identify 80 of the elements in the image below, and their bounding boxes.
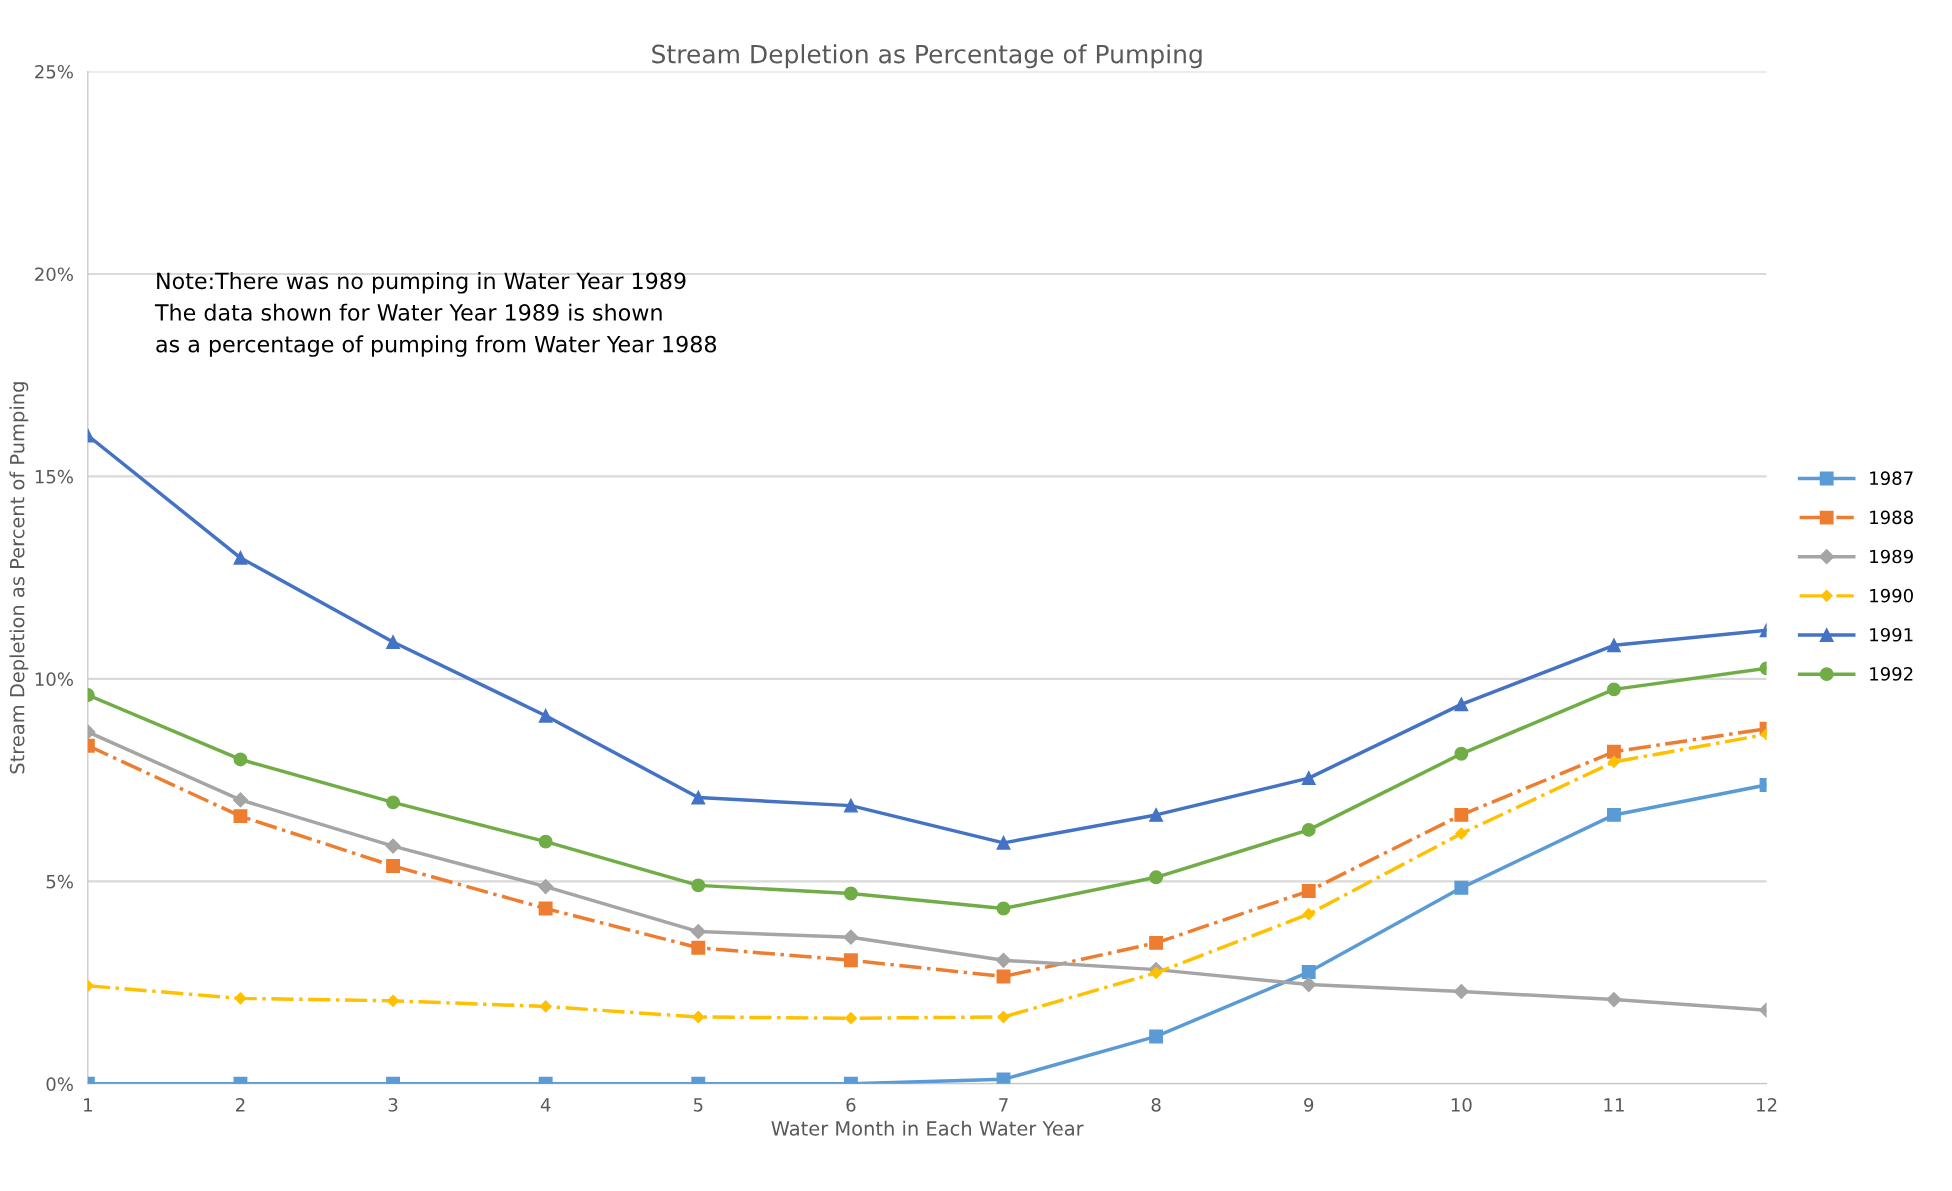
point [996,1072,1011,1084]
point [843,953,858,968]
point [1302,908,1315,921]
point [1606,992,1622,1008]
point [844,1012,857,1025]
point [1606,807,1621,822]
point [538,834,553,849]
point [386,635,401,649]
x-tick-label: 6 [846,1098,856,1112]
point [995,952,1012,968]
point [692,1010,705,1024]
legend-label: 1990 [1870,588,1913,603]
point [1606,638,1621,653]
y-tick-label: 0% [46,1077,73,1091]
point [1606,744,1621,759]
point [997,1010,1010,1024]
point [691,940,706,955]
point [233,809,248,824]
x-tick-label: 9 [1304,1098,1314,1112]
y-tick-label: 5% [46,874,73,889]
annotation: Note:There was no pumping in Water Year 1989 The data shown for Water Year 1989 is shown as a percentage of pumping from Water Year 1988 [154,272,717,357]
legend-label: 1989 [1870,549,1913,564]
legend-label: 1987 [1870,471,1913,486]
point [233,550,248,565]
y-tick-label: 20% [35,267,73,282]
point [386,859,401,873]
x-tick-label: 3 [388,1098,398,1112]
point [386,795,401,810]
point [691,878,706,893]
point [385,838,401,854]
x-tick-label: 7 [999,1098,1008,1112]
x-tick-label: 2 [236,1098,245,1112]
point [1149,935,1164,950]
x-tick-label: 5 [693,1098,703,1112]
point [1454,807,1469,822]
point [1454,880,1469,895]
point [233,752,248,767]
point [538,708,553,723]
point [538,879,554,895]
point [996,901,1011,916]
x-tick-label: 12 [1757,1098,1777,1112]
x-tick-label: 1 [84,1098,92,1112]
legend-label: 1991 [1870,627,1913,642]
point [691,790,706,805]
point [996,835,1011,850]
chart-title: Stream Depletion as Percentage of Pumping [652,44,1202,69]
point [1606,682,1621,697]
point [1149,807,1164,822]
y-tick-label: 10% [35,672,73,686]
point [1454,746,1469,761]
point [1301,977,1317,993]
point [1301,771,1316,786]
point [234,992,247,1005]
x-axis-title: Water Month in Each Water Year [771,1120,1084,1136]
x-tick-label: 4 [540,1098,551,1112]
point [1149,870,1164,885]
point [1149,1029,1164,1044]
point [386,994,400,1007]
point [1150,966,1163,979]
y-axis-title: Stream Depletion as Percent of Pumping [9,382,29,774]
point [1453,983,1469,1000]
y-tick-label: 15% [35,469,73,484]
point [843,929,859,945]
legend-label: 1992 [1870,667,1913,681]
point [538,901,553,916]
point [690,923,706,940]
point [1455,827,1468,840]
point [1607,755,1621,768]
x-tick-label: 10 [1451,1098,1472,1112]
point [1454,697,1469,712]
x-tick-label: 11 [1604,1098,1624,1112]
point [232,792,249,808]
point [843,886,858,901]
point [1301,822,1316,837]
point [1301,884,1316,899]
x-tick-label: 8 [1151,1098,1161,1112]
point [843,798,858,813]
y-tick-label: 25% [35,64,73,79]
point [1301,965,1316,979]
legend-label: 1988 [1870,510,1913,525]
